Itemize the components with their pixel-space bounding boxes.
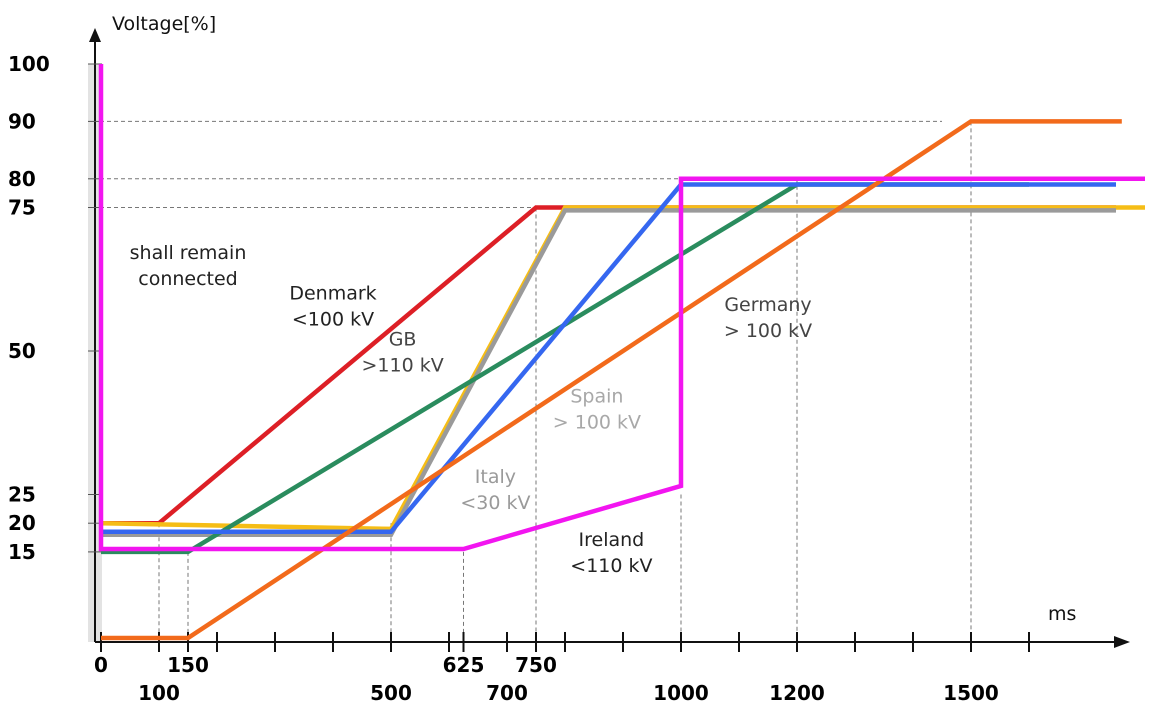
- x-tick-label: 0: [94, 653, 108, 677]
- y-tick-label: 80: [8, 167, 36, 191]
- x-tick-label: 1000: [653, 681, 709, 705]
- y-tick-label: 100: [8, 52, 50, 76]
- series-annotation: Ireland <110 kV: [570, 529, 652, 577]
- x-tick-label: 100: [138, 681, 180, 705]
- y-tick-label: 90: [8, 109, 36, 133]
- y-tick-label: 25: [8, 483, 36, 507]
- reference-gridlines: [100, 120, 972, 642]
- x-axis-label: ms: [1048, 603, 1076, 625]
- series-annotation: GB >110 kV: [361, 328, 443, 376]
- series-line-1: [101, 205, 1116, 526]
- series-annotation: Denmark <100 kV: [289, 282, 376, 330]
- series-line-4: [101, 182, 1029, 555]
- series-annotation: Spain > 100 kV: [553, 386, 641, 434]
- axes: [88, 28, 1130, 648]
- axis-ticks: [88, 63, 1030, 652]
- series-line-3: [101, 208, 1116, 537]
- x-tick-label: 1200: [769, 681, 825, 705]
- series-annotation: Germany > 100 kV: [724, 294, 812, 342]
- x-axis-arrow: [1114, 636, 1130, 648]
- x-tick-label: 150: [167, 653, 209, 677]
- y-tick-label: 50: [8, 339, 36, 363]
- series-lines: [98, 64, 1145, 641]
- x-tick-label: 500: [370, 681, 412, 705]
- series-annotation: shall remain connected: [130, 242, 247, 290]
- y-axis-arrow: [89, 28, 101, 42]
- x-tick-label: 750: [515, 653, 557, 677]
- x-tick-label: 700: [486, 681, 528, 705]
- y-tick-label: 20: [8, 511, 36, 535]
- series-annotation: Italy <30 kV: [460, 466, 530, 514]
- series-line-7: [98, 64, 1145, 552]
- series-line-6: [101, 119, 1122, 641]
- y-axis-label: Voltage[%]: [112, 13, 216, 35]
- y-tick-label: 75: [8, 196, 36, 220]
- x-tick-label: 1500: [943, 681, 999, 705]
- series-line-5: [101, 182, 1116, 535]
- x-tick-label: 625: [443, 653, 485, 677]
- y-tick-label: 15: [8, 540, 36, 564]
